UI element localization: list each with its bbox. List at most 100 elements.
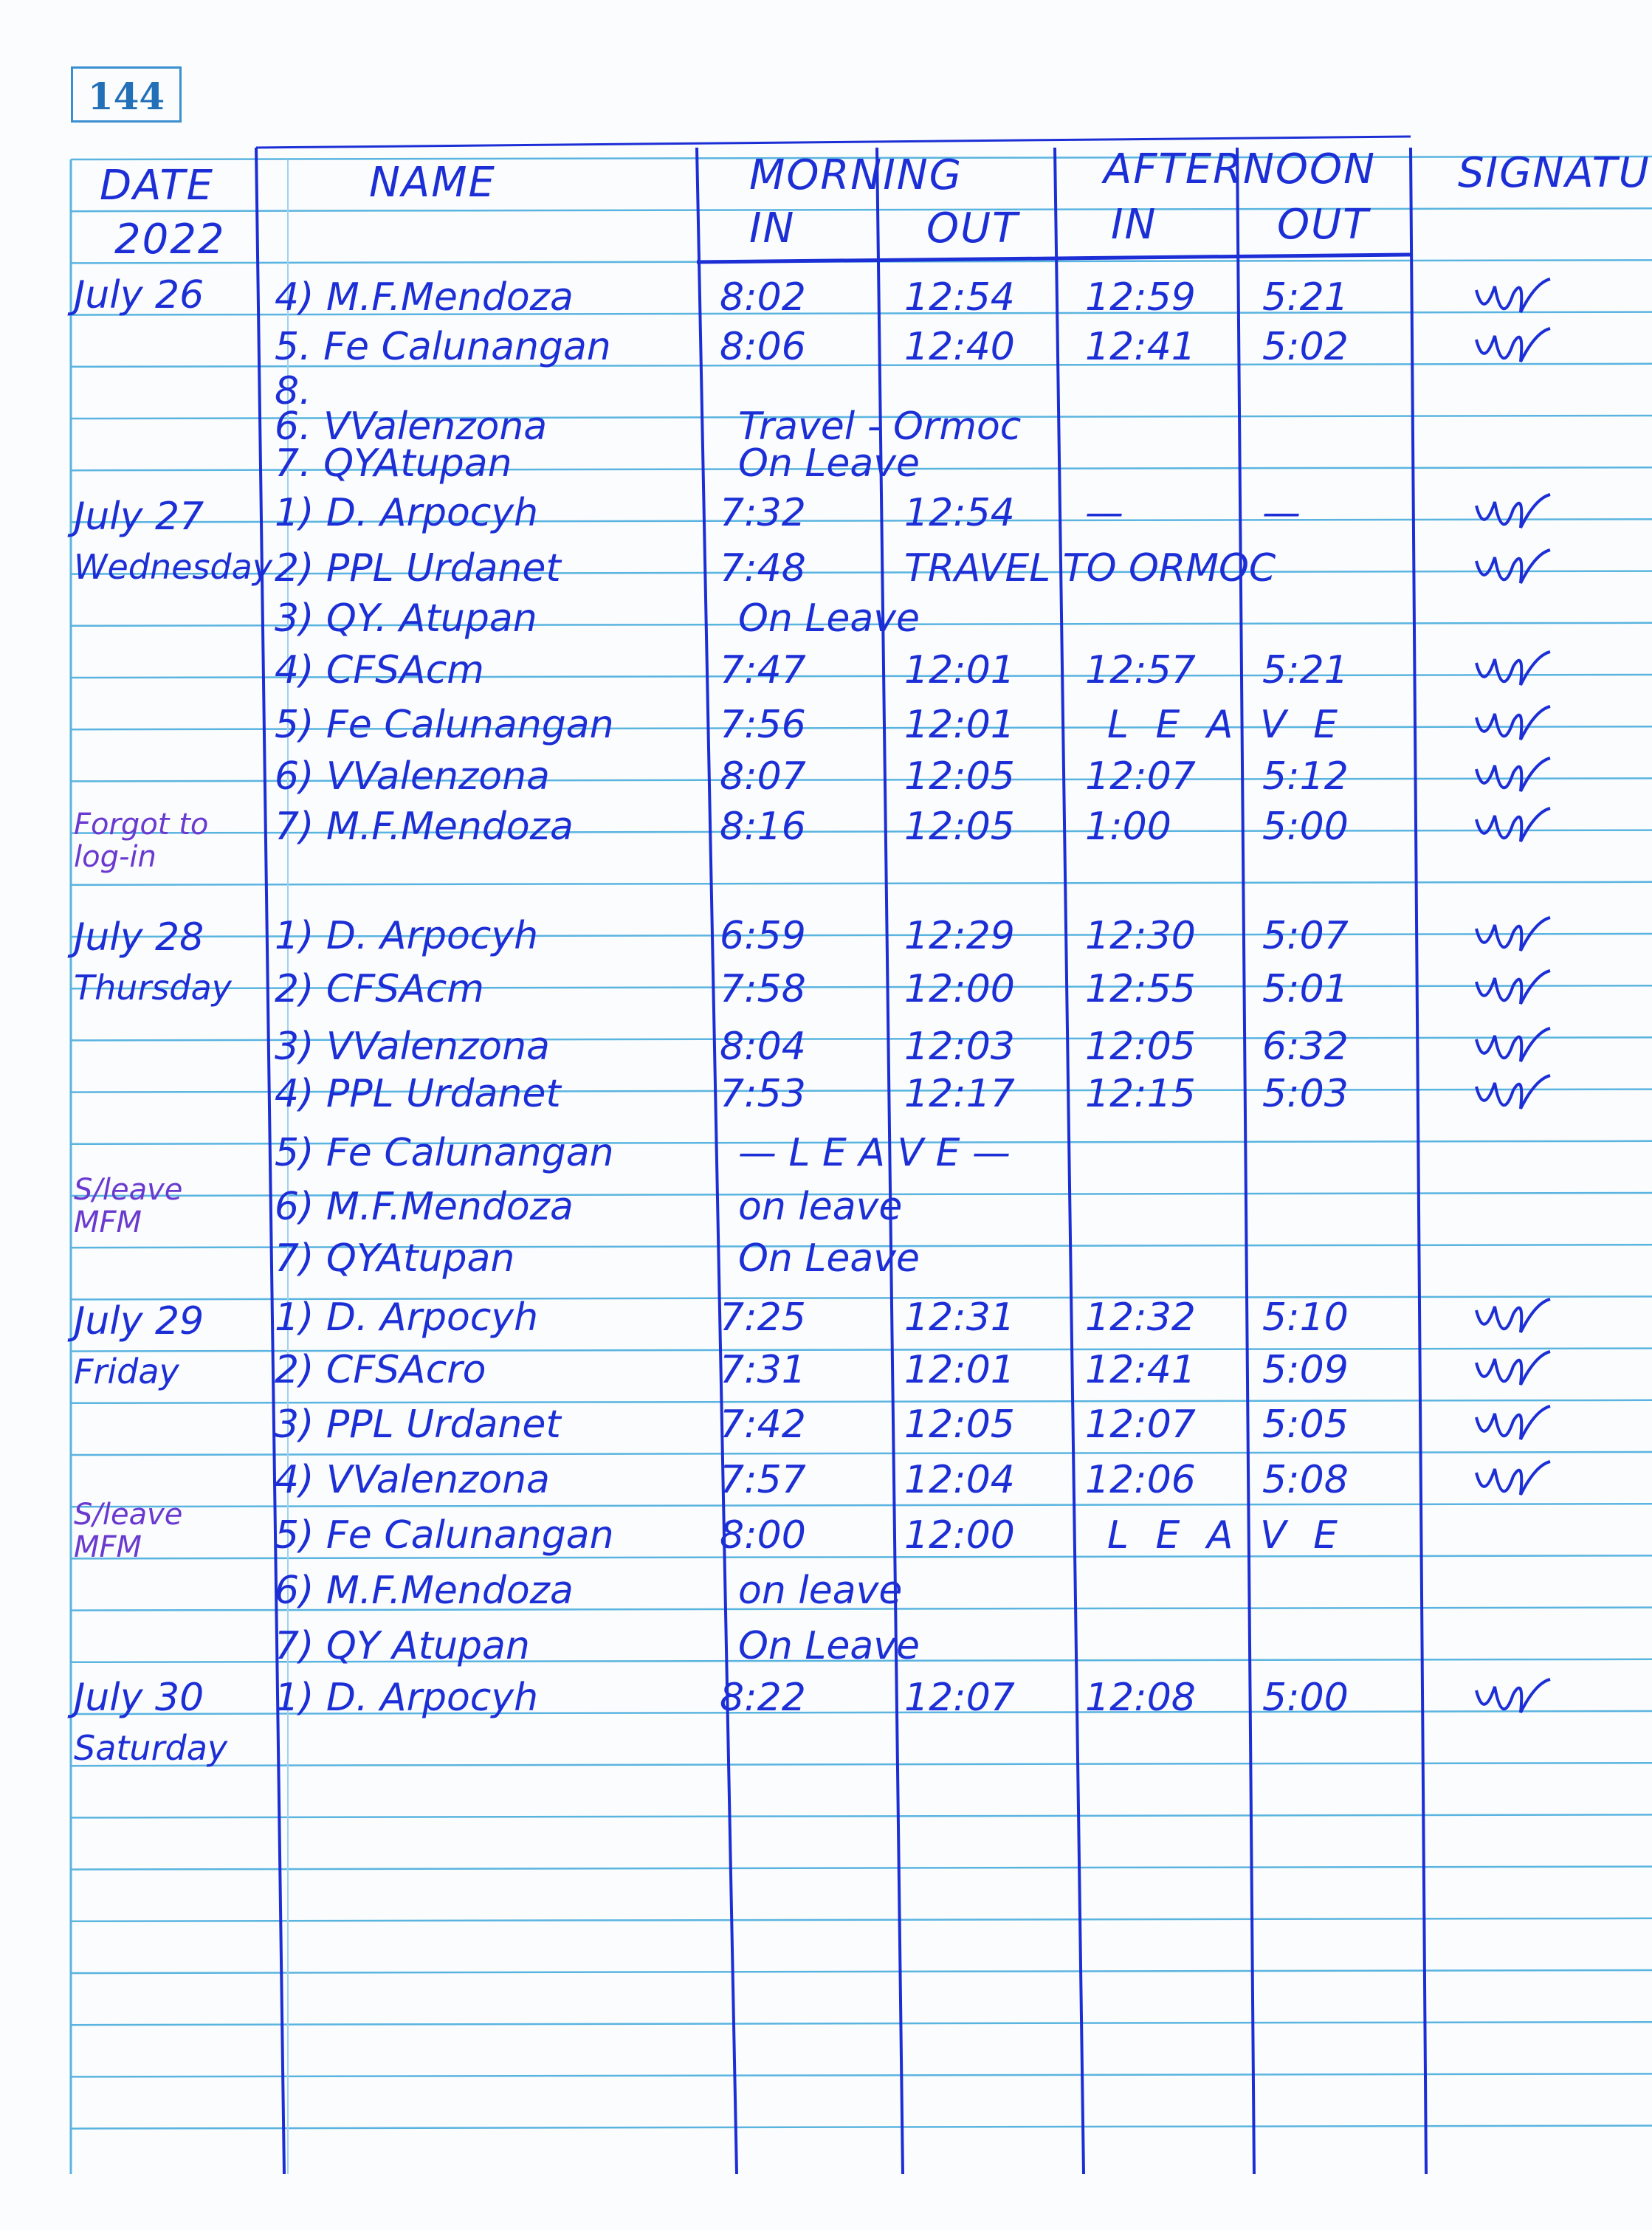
time-am-in: 7:48 xyxy=(720,546,806,591)
time-am-out: 12:01 xyxy=(904,1348,1015,1392)
rule-line xyxy=(70,1761,1652,1767)
remark: on leave xyxy=(738,1185,903,1229)
employee-name: 5) Fe Calunangan xyxy=(275,1513,614,1558)
remark: On Leave xyxy=(738,596,920,641)
time-pm-out: 5:21 xyxy=(1262,275,1349,320)
rule-line xyxy=(70,1088,1652,1093)
rule-line xyxy=(70,1295,1652,1301)
rule-line xyxy=(70,622,1652,627)
rule-line xyxy=(70,1191,1652,1197)
time-pm-out: 5:00 xyxy=(1262,805,1349,849)
column-line xyxy=(695,147,738,2175)
time-pm-out: 5:09 xyxy=(1262,1348,1349,1392)
time-pm-out: 6:32 xyxy=(1262,1025,1349,1069)
rule-line xyxy=(70,725,1652,731)
time-pm-in: 12:41 xyxy=(1085,325,1196,369)
remark: on leave xyxy=(738,1569,903,1613)
time-am-out: 12:40 xyxy=(904,325,1015,369)
remark: Travel - Ormoc xyxy=(738,405,1022,449)
time-am-in: 8:02 xyxy=(720,275,806,320)
employee-name: 1) D. Arpocyh xyxy=(275,1676,539,1720)
date-label: July 28 xyxy=(74,915,204,960)
column-line xyxy=(875,147,904,2175)
time-am-out: 12:01 xyxy=(904,648,1015,692)
time-pm-out: 5:10 xyxy=(1262,1295,1349,1340)
employee-name: 6. VValenzona xyxy=(275,405,548,449)
employee-name: 1) D. Arpocyh xyxy=(275,491,539,535)
rule-line xyxy=(70,2020,1652,2026)
employee-name: 5) Fe Calunangan xyxy=(275,703,614,747)
rule-line xyxy=(70,1710,1652,1715)
employee-name: 6) M.F.Mendoza xyxy=(275,1185,574,1229)
header-afternoon-out: OUT xyxy=(1277,201,1370,249)
header-top-line xyxy=(255,135,1411,149)
rule-line xyxy=(70,777,1652,782)
rule-line xyxy=(70,1606,1652,1611)
employee-name: 6) M.F.Mendoza xyxy=(275,1569,574,1613)
time-pm-out: 5:01 xyxy=(1262,967,1349,1011)
remark: On Leave xyxy=(738,1236,920,1281)
time-pm-in: 1:00 xyxy=(1085,805,1171,849)
signature-mark xyxy=(1475,493,1551,529)
rule-line xyxy=(70,1243,1652,1249)
weekday-label: Thursday xyxy=(74,968,232,1008)
time-am-in: 7:57 xyxy=(720,1458,806,1502)
rule-line xyxy=(70,207,1652,213)
time-pm-in: 12:41 xyxy=(1085,1348,1196,1392)
time-am-out: 12:03 xyxy=(904,1025,1015,1069)
time-pm-in: 12:30 xyxy=(1085,914,1196,958)
margin-note: S/leave MFM xyxy=(74,1498,183,1564)
signature-mark xyxy=(1475,705,1551,740)
time-am-in: 7:56 xyxy=(720,703,806,747)
rule-line xyxy=(70,829,1652,834)
rule-line xyxy=(70,881,1652,887)
time-pm-in: 12:59 xyxy=(1085,275,1196,320)
rule-line xyxy=(70,155,1652,161)
header-name: NAME xyxy=(369,159,496,207)
time-am-out: 12:05 xyxy=(904,805,1015,849)
rule-line xyxy=(70,1140,1652,1146)
rule-line xyxy=(70,518,1652,523)
time-am-out: 12:05 xyxy=(904,754,1015,799)
rule-line xyxy=(70,1347,1652,1352)
rule-line xyxy=(70,1502,1652,1508)
header-date: DATE xyxy=(100,162,214,210)
signature-mark xyxy=(1475,278,1551,313)
header-morning-in: IN xyxy=(749,204,796,252)
employee-name: 5. Fe Calunangan xyxy=(275,325,611,369)
employee-name: 5) Fe Calunangan xyxy=(275,1131,614,1175)
weekday-label: Friday xyxy=(74,1352,179,1391)
remark: TRAVEL TO ORMOC xyxy=(904,546,1276,591)
time-am-out: 12:00 xyxy=(904,967,1015,1011)
rule-line xyxy=(70,1658,1652,1664)
remark: — L E A V E — xyxy=(738,1131,1011,1175)
employee-name: 4) M.F.Mendoza xyxy=(275,275,574,320)
time-pm-out: 5:21 xyxy=(1262,648,1349,692)
header-afternoon: AFTERNOON xyxy=(1104,145,1376,193)
time-pm-in: 12:55 xyxy=(1085,967,1196,1011)
margin-note: Forgot to log-in xyxy=(74,808,209,874)
rule-line xyxy=(70,2124,1652,2130)
weekday-label: Saturday xyxy=(74,1728,228,1768)
time-am-in: 8:04 xyxy=(720,1025,806,1069)
time-am-out: 12:29 xyxy=(904,914,1015,958)
rule-line xyxy=(70,1969,1652,1975)
time-am-out: 12:54 xyxy=(904,491,1015,535)
signature-mark xyxy=(1475,757,1551,792)
time-am-out: 12:04 xyxy=(904,1458,1015,1502)
time-pm-in: 12:57 xyxy=(1085,648,1196,692)
signature-mark xyxy=(1475,548,1551,584)
employee-name: 2) CFSAcm xyxy=(275,967,484,1011)
rule-line xyxy=(70,1917,1652,1923)
margin-note: S/leave MFM xyxy=(74,1173,183,1239)
time-am-out: 12:07 xyxy=(904,1676,1015,1720)
time-am-in: 7:25 xyxy=(720,1295,806,1340)
remark: On Leave xyxy=(738,441,920,486)
time-pm-out: 5:08 xyxy=(1262,1458,1349,1502)
header-signature: SIGNATU xyxy=(1458,149,1651,197)
employee-name: 2) PPL Urdanet xyxy=(275,546,561,591)
signature-mark xyxy=(1475,1405,1551,1440)
time-pm-out: 5:03 xyxy=(1262,1072,1349,1116)
time-pm-in: — xyxy=(1085,491,1123,535)
